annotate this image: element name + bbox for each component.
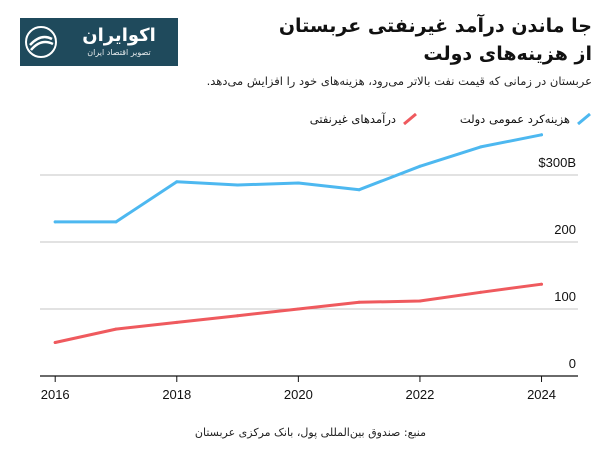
x-tick-label-0: 2016 [41,387,70,402]
chart-subtitle: عربستان در زمانی که قیمت نفت بالاتر می‌ر… [206,74,592,88]
series-line-0 [53,133,543,224]
chart-title-line-2: از هزینه‌های دولت [423,43,592,65]
series-0-point-3 [236,183,240,187]
legend-item-revenue: درآمدهای غیرنفتی [310,112,418,126]
logo-tagline: تصویر اقتصاد ایران [87,48,151,57]
series-1-point-0 [53,341,57,344]
logo-text: اکوایران تصویر اقتصاد ایران [64,25,178,59]
x-tick-label-2: 2020 [284,387,313,402]
series-1-point-1 [114,327,118,331]
chart-title: جا ماندن درآمد غیرنفتی عربستان از هزینه‌… [172,12,592,68]
x-tick-label-4: 2024 [527,387,556,402]
series-1-point-4 [296,307,300,311]
legend-item-spending: هزینه‌کرد عمومی دولت [460,112,592,126]
y-tick-label-2: 200 [554,222,576,237]
series-1-point-7 [479,290,483,294]
legend-swatch-spending [577,113,591,125]
series-line-1 [53,282,543,344]
series-0-point-0 [53,220,57,224]
series-0-point-5 [357,188,361,192]
logo: اکوایران تصویر اقتصاد ایران [20,18,178,66]
series-0-point-4 [296,181,300,185]
y-tick-label-0: 0 [569,356,576,371]
chart-title-line-1: جا ماندن درآمد غیرنفتی عربستان [278,15,592,37]
series-0-point-1 [114,220,118,224]
x-tick-label-3: 2022 [405,387,434,402]
source-note: منبع: صندوق بین‌المللی پول، بانک مرکزی ع… [194,426,426,439]
series-0-point-8 [540,133,544,137]
series-1-point-3 [236,314,240,318]
series-0-point-2 [175,180,179,184]
series-0-point-7 [479,145,483,149]
series-1-point-2 [175,320,179,324]
x-tick-label-1: 2018 [162,387,191,402]
series-1-point-8 [540,282,544,286]
y-tick-label-3: $300B [538,155,576,170]
logo-name: اکوایران [82,25,156,46]
legend-swatch-revenue [403,113,417,125]
series-1-point-6 [418,299,422,303]
legend-label-revenue: درآمدهای غیرنفتی [309,112,396,126]
ecoiran-logo-icon [25,26,57,58]
series-0-point-6 [418,164,422,168]
series-1-point-5 [357,300,361,304]
y-tick-label-1: 100 [554,289,576,304]
legend-label-spending: هزینه‌کرد عمومی دولت [459,112,570,126]
